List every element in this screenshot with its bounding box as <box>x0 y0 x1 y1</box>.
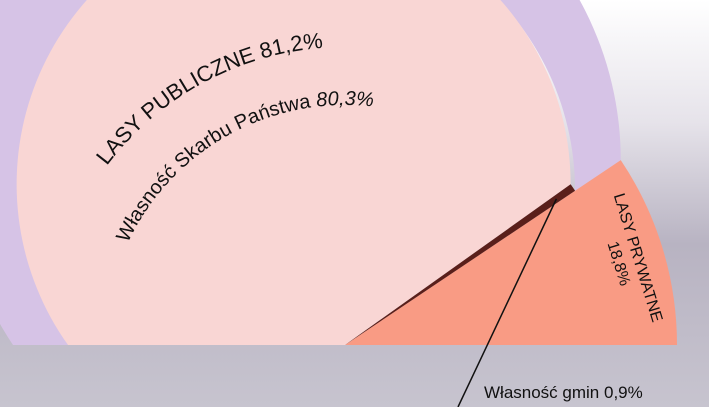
callout-line <box>457 198 558 407</box>
inner-segment <box>345 184 576 345</box>
callout-label: Własność gmin 0,9% <box>484 383 643 402</box>
segment-value: 0,9% <box>604 383 643 402</box>
segment-value: 80,3% <box>315 88 375 112</box>
segment-name: Własność gmin <box>484 383 599 402</box>
outer-segment <box>345 160 677 345</box>
inner-segment <box>16 0 571 345</box>
